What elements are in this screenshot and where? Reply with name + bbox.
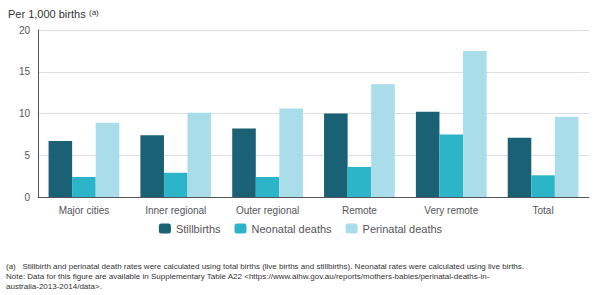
svg-text:Perinatal deaths: Perinatal deaths bbox=[363, 223, 443, 235]
svg-text:Major cities: Major cities bbox=[59, 205, 110, 216]
svg-text:Stillbirths: Stillbirths bbox=[176, 223, 221, 235]
svg-text:Outer regional: Outer regional bbox=[236, 205, 299, 216]
svg-text:20: 20 bbox=[19, 25, 31, 36]
svg-text:Neonatal deaths: Neonatal deaths bbox=[252, 223, 333, 235]
svg-text:10: 10 bbox=[19, 108, 31, 119]
svg-text:15: 15 bbox=[19, 66, 31, 77]
svg-text:Remote: Remote bbox=[342, 205, 377, 216]
svg-text:(a): (a) bbox=[89, 8, 99, 17]
svg-text:Note: Data for this figure are: Note: Data for this figure are available… bbox=[6, 272, 490, 281]
svg-text:Very remote: Very remote bbox=[424, 205, 478, 216]
svg-text:5: 5 bbox=[24, 150, 30, 161]
svg-text:Inner regional: Inner regional bbox=[145, 205, 206, 216]
svg-text:Total: Total bbox=[533, 205, 554, 216]
svg-text:australia-2013-2014/data>.: australia-2013-2014/data>. bbox=[6, 282, 102, 291]
svg-text:(a) Stillbirth and perinatal: (a) Stillbirth and perinatal death rates… bbox=[6, 262, 524, 271]
svg-text:0: 0 bbox=[24, 192, 30, 203]
svg-text:Per 1,000 births: Per 1,000 births bbox=[8, 8, 86, 20]
